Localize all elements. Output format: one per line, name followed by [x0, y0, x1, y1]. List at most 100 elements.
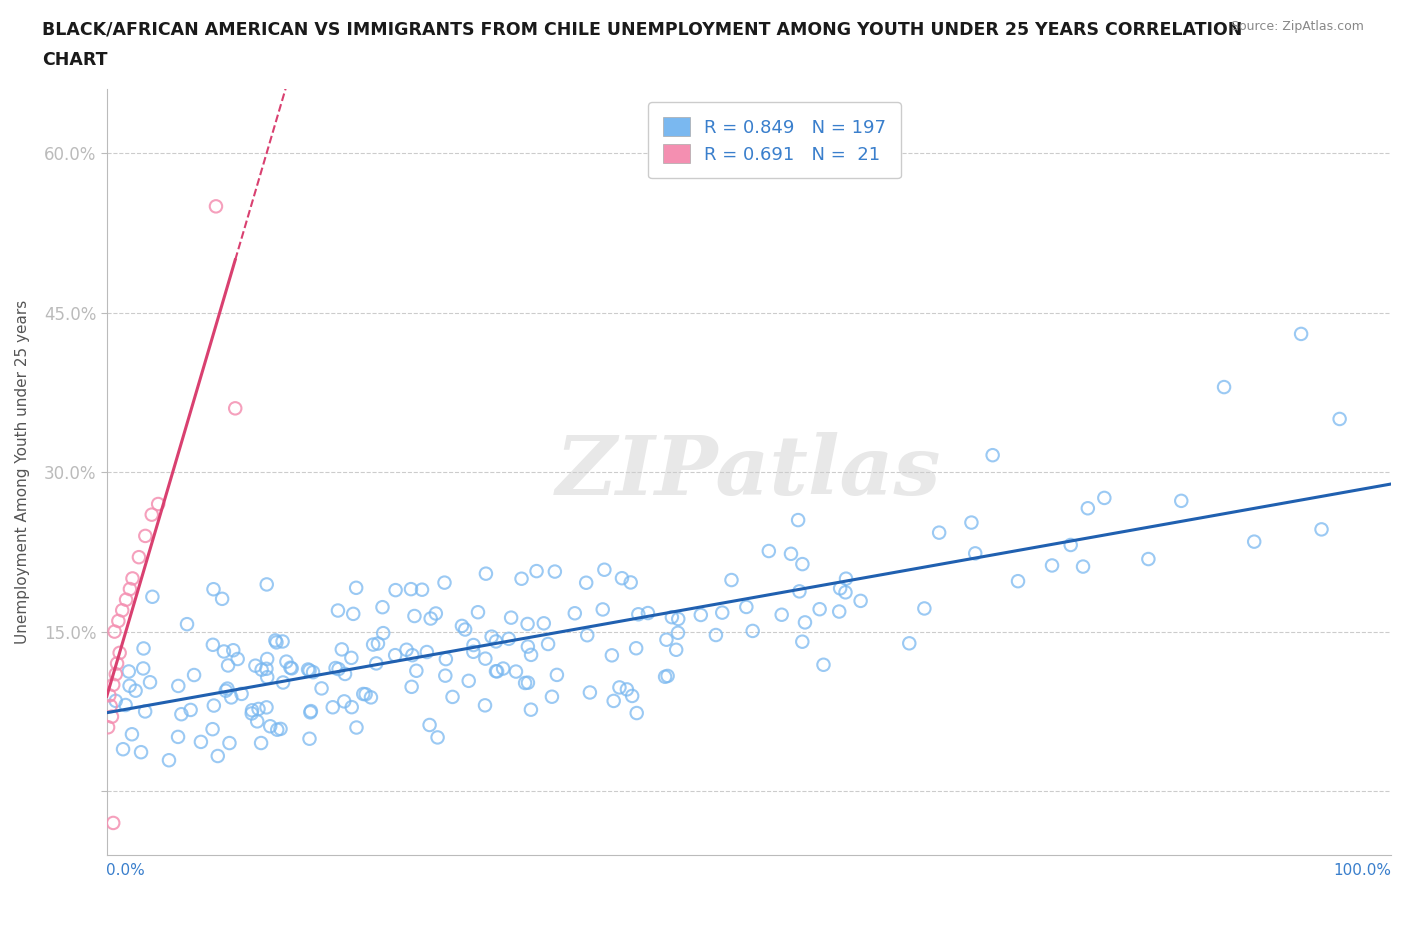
Point: [342, 606, 364, 621]
Point: [340, 650, 363, 665]
Point: [118, 664, 141, 679]
Point: [792, 557, 814, 572]
Point: [245, 658, 267, 673]
Point: [401, 648, 423, 663]
Point: [1213, 379, 1236, 394]
Point: [463, 638, 485, 653]
Point: [129, 745, 152, 760]
Point: [813, 658, 835, 672]
Point: [103, 677, 125, 692]
Point: [401, 680, 423, 695]
Point: [808, 602, 831, 617]
Point: [620, 575, 643, 590]
Legend: R = 0.849   N = 197, R = 0.691   N =  21: R = 0.849 N = 197, R = 0.691 N = 21: [648, 102, 901, 179]
Point: [1071, 559, 1094, 574]
Point: [114, 698, 136, 712]
Point: [735, 600, 758, 615]
Point: [201, 637, 224, 652]
Point: [626, 706, 648, 721]
Point: [141, 590, 163, 604]
Point: [834, 585, 856, 600]
Point: [167, 729, 190, 744]
Point: [256, 652, 278, 667]
Point: [217, 681, 239, 696]
Point: [426, 730, 449, 745]
Point: [830, 581, 852, 596]
Point: [1060, 538, 1083, 552]
Point: [333, 667, 356, 682]
Point: [395, 643, 418, 658]
Point: [226, 652, 249, 667]
Point: [240, 703, 263, 718]
Point: [190, 735, 212, 750]
Point: [266, 723, 288, 737]
Point: [311, 681, 333, 696]
Point: [600, 648, 623, 663]
Point: [139, 675, 162, 690]
Point: [463, 644, 485, 659]
Point: [621, 688, 644, 703]
Point: [132, 641, 155, 656]
Point: [373, 626, 395, 641]
Point: [965, 546, 987, 561]
Point: [322, 699, 344, 714]
Point: [297, 662, 319, 677]
Point: [280, 661, 302, 676]
Point: [167, 679, 190, 694]
Point: [481, 630, 503, 644]
Point: [259, 719, 281, 734]
Point: [624, 641, 647, 656]
Text: CHART: CHART: [42, 51, 108, 69]
Text: 100.0%: 100.0%: [1333, 863, 1391, 878]
Point: [202, 582, 225, 597]
Point: [104, 667, 127, 682]
Point: [616, 682, 638, 697]
Point: [399, 581, 422, 596]
Point: [411, 582, 433, 597]
Point: [105, 656, 128, 671]
Point: [544, 565, 567, 579]
Point: [505, 664, 527, 679]
Point: [202, 698, 225, 713]
Point: [1289, 326, 1312, 341]
Point: [108, 645, 131, 660]
Point: [637, 605, 659, 620]
Point: [451, 618, 474, 633]
Text: ZIPatlas: ZIPatlas: [557, 432, 942, 512]
Text: BLACK/AFRICAN AMERICAN VS IMMIGRANTS FROM CHILE UNEMPLOYMENT AMONG YOUTH UNDER 2: BLACK/AFRICAN AMERICAN VS IMMIGRANTS FRO…: [42, 20, 1243, 38]
Point: [516, 675, 538, 690]
Point: [666, 625, 689, 640]
Point: [340, 699, 363, 714]
Point: [689, 607, 711, 622]
Point: [661, 610, 683, 625]
Point: [118, 678, 141, 693]
Point: [593, 563, 616, 578]
Point: [419, 718, 441, 733]
Point: [665, 643, 688, 658]
Point: [981, 447, 1004, 462]
Point: [792, 634, 814, 649]
Point: [1040, 558, 1063, 573]
Point: [592, 602, 614, 617]
Point: [654, 670, 676, 684]
Point: [107, 614, 129, 629]
Point: [256, 700, 278, 715]
Point: [475, 566, 498, 581]
Point: [609, 680, 631, 695]
Point: [780, 547, 803, 562]
Point: [433, 575, 456, 590]
Point: [170, 707, 193, 722]
Point: [575, 576, 598, 591]
Point: [302, 665, 325, 680]
Point: [1243, 534, 1265, 549]
Point: [299, 704, 322, 719]
Point: [212, 644, 235, 659]
Point: [510, 571, 533, 586]
Point: [960, 515, 983, 530]
Point: [250, 662, 273, 677]
Point: [711, 605, 734, 620]
Point: [325, 660, 347, 675]
Point: [533, 616, 555, 631]
Point: [256, 670, 278, 684]
Point: [134, 704, 156, 719]
